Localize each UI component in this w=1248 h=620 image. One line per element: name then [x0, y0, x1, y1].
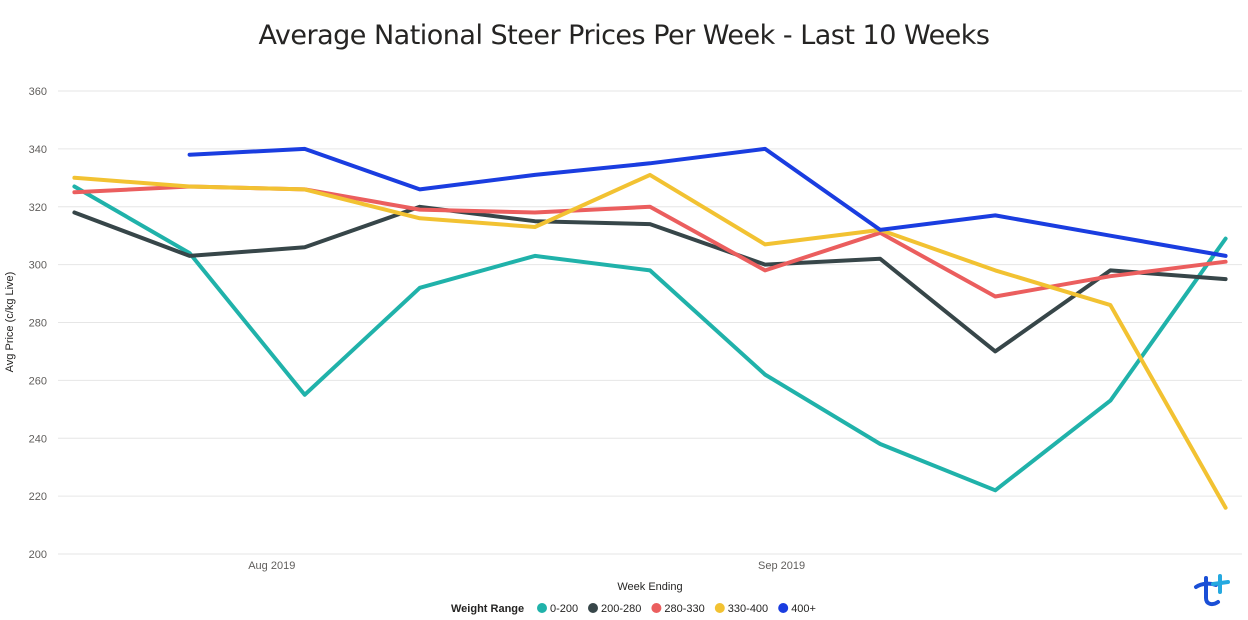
y-tick-label: 200: [29, 549, 47, 561]
grid-lines: [58, 90, 1242, 555]
legend-marker-200-280: [588, 603, 598, 613]
series-line-330-400: [72, 172, 1228, 510]
x-axis-title: Week Ending: [617, 581, 682, 593]
legend-label-280-330: 280-330: [664, 603, 704, 615]
y-tick-label: 340: [29, 144, 47, 156]
y-axis-title: Avg Price (c/kg Live): [4, 272, 16, 373]
x-axis-tick-labels: Aug 2019 Sep 2019: [248, 560, 805, 572]
x-tick-label: Sep 2019: [758, 560, 805, 572]
brand-logo-icon: [1194, 574, 1230, 607]
series-line-400+: [187, 146, 1228, 258]
y-tick-label: 360: [29, 86, 47, 98]
x-tick-label: Aug 2019: [248, 560, 295, 572]
series-line-0-200: [72, 184, 1228, 493]
y-tick-label: 320: [29, 202, 47, 214]
legend-marker-330-400: [714, 603, 725, 613]
legend-marker-0-200: [537, 603, 547, 613]
series-line-200-280: [72, 204, 1228, 354]
legend-label-400+: 400+: [791, 603, 816, 615]
y-tick-label: 280: [29, 318, 47, 330]
legend-marker-280-330: [651, 603, 662, 613]
legend-marker-400+: [778, 603, 789, 613]
legend-label-330-400: 330-400: [728, 603, 768, 615]
legend-label-0-200: 0-200: [550, 603, 578, 615]
chart-title: Average National Steer Prices Per Week -…: [258, 20, 991, 52]
y-tick-label: 240: [29, 433, 47, 445]
legend: Weight Range 0-200 200-280 280-330 330-400 4…: [451, 603, 816, 615]
y-tick-label: 260: [29, 375, 47, 387]
y-tick-label: 220: [29, 491, 47, 503]
y-tick-label: 300: [29, 260, 47, 272]
y-axis-tick-labels: 200 220 240 260 280 300 320 340 360: [29, 86, 47, 561]
series-line-280-330: [72, 184, 1228, 299]
legend-label-200-280: 200-280: [601, 603, 641, 615]
legend-title: Weight Range: [451, 603, 524, 615]
series-lines: [72, 146, 1228, 510]
